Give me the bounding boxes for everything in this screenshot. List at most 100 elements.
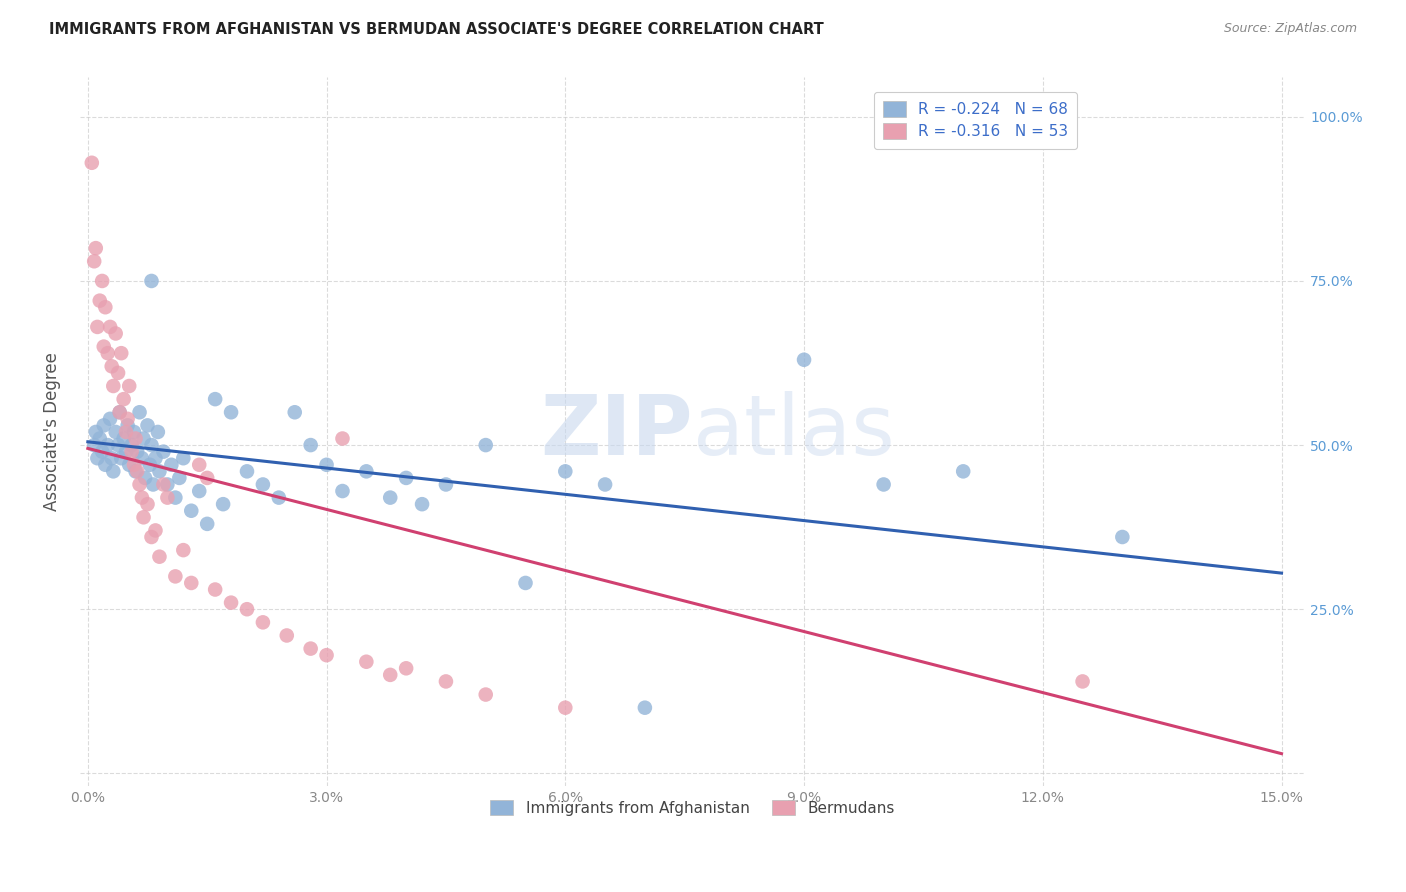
Point (84, 241, 107, 255)
Point (124, 432, 146, 446)
Point (332, 483, 354, 498)
Point (188, 458, 211, 472)
Point (136, 497, 159, 511)
Point (134, 471, 156, 485)
Point (434, 674, 457, 689)
Point (180, 576, 202, 591)
Point (146, 425, 169, 439)
Point (112, 392, 135, 406)
Point (97, 346, 120, 360)
Point (160, 458, 183, 472)
Text: IMMIGRANTS FROM AFGHANISTAN VS BERMUDAN ASSOCIATE'S DEGREE CORRELATION CHART: IMMIGRANTS FROM AFGHANISTAN VS BERMUDAN … (49, 22, 824, 37)
Point (554, 464, 576, 478)
Point (299, 438, 322, 452)
Point (89, 293, 111, 308)
Text: atlas: atlas (693, 392, 894, 473)
Point (165, 491, 187, 505)
Point (252, 477, 274, 491)
Point (132, 432, 155, 446)
Point (219, 405, 242, 419)
Point (395, 471, 418, 485)
Point (252, 615, 274, 630)
Point (104, 326, 127, 341)
Point (219, 596, 242, 610)
Point (634, 700, 657, 714)
Point (380, 668, 402, 682)
Point (110, 346, 132, 360)
Point (952, 464, 974, 478)
Point (118, 458, 141, 472)
Point (152, 477, 174, 491)
Point (299, 641, 322, 656)
Point (872, 477, 894, 491)
Point (141, 438, 163, 452)
Point (128, 405, 150, 419)
Point (395, 661, 418, 675)
Point (80, 155, 103, 169)
Point (356, 655, 378, 669)
Legend: Immigrants from Afghanistan, Bermudans: Immigrants from Afghanistan, Bermudans (481, 790, 904, 825)
Point (356, 464, 378, 478)
Point (83, 438, 105, 452)
Point (1071, 674, 1094, 689)
Point (474, 438, 496, 452)
Point (145, 451, 167, 466)
Point (94, 458, 117, 472)
Point (152, 444, 174, 458)
Point (115, 444, 138, 458)
Point (108, 405, 131, 419)
Point (94, 300, 117, 314)
Point (93, 340, 115, 354)
Point (148, 549, 170, 564)
Point (212, 497, 235, 511)
Point (236, 464, 259, 478)
Point (100, 359, 122, 374)
Point (112, 432, 135, 446)
Y-axis label: Associate's Degree: Associate's Degree (44, 352, 60, 511)
Point (121, 438, 143, 452)
Point (284, 405, 307, 419)
Point (411, 497, 433, 511)
Point (515, 576, 537, 591)
Point (156, 491, 179, 505)
Point (434, 477, 457, 491)
Point (315, 648, 337, 662)
Point (98, 319, 121, 334)
Point (554, 700, 576, 714)
Point (132, 510, 155, 524)
Point (97, 438, 120, 452)
Text: Source: ZipAtlas.com: Source: ZipAtlas.com (1223, 22, 1357, 36)
Point (115, 425, 138, 439)
Point (121, 444, 143, 458)
Point (118, 379, 141, 393)
Point (169, 471, 191, 485)
Point (136, 418, 159, 433)
Point (98, 412, 121, 426)
Point (117, 418, 139, 433)
Point (172, 543, 194, 558)
Point (139, 458, 162, 472)
Point (127, 464, 149, 478)
Point (84, 425, 107, 439)
Point (91, 274, 114, 288)
Point (103, 464, 125, 478)
Point (1111, 530, 1133, 544)
Point (180, 504, 202, 518)
Point (108, 405, 131, 419)
Point (107, 366, 129, 380)
Point (148, 464, 170, 478)
Point (100, 451, 122, 466)
Point (165, 569, 187, 583)
Point (107, 438, 129, 452)
Point (474, 688, 496, 702)
Text: ZIP: ZIP (540, 392, 693, 473)
Point (204, 582, 226, 597)
Point (128, 477, 150, 491)
Point (131, 491, 153, 505)
Point (793, 352, 815, 367)
Point (195, 516, 218, 531)
Point (110, 451, 132, 466)
Point (195, 471, 218, 485)
Point (315, 458, 337, 472)
Point (141, 530, 163, 544)
